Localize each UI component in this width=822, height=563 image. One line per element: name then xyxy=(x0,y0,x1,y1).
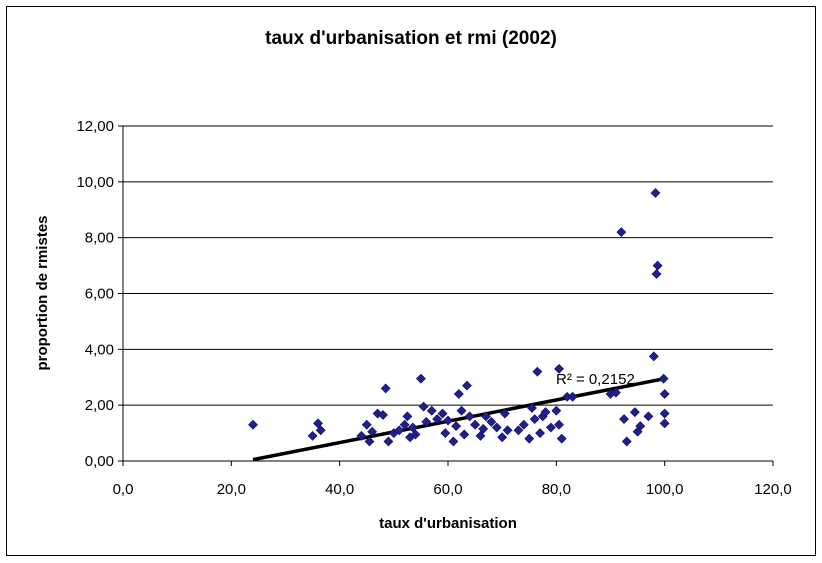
data-point xyxy=(659,408,670,419)
data-point xyxy=(554,419,564,430)
data-point xyxy=(535,428,546,439)
data-point xyxy=(307,430,318,441)
x-tick-label: 40,0 xyxy=(325,481,354,498)
x-tick-label: 20,0 xyxy=(217,481,246,498)
data-point xyxy=(616,227,627,238)
data-point xyxy=(643,411,654,422)
data-point xyxy=(383,436,394,447)
data-point xyxy=(650,188,661,198)
y-tick-label: 8,00 xyxy=(85,230,114,247)
data-point xyxy=(437,408,448,419)
trendline xyxy=(252,376,666,462)
data-point xyxy=(480,411,491,422)
trendline-group xyxy=(252,376,666,462)
data-point xyxy=(545,422,556,433)
data-point xyxy=(451,421,462,432)
data-point xyxy=(315,425,326,436)
y-tick-label: 10,00 xyxy=(76,174,114,191)
data-point xyxy=(556,433,567,444)
data-point xyxy=(421,416,432,427)
data-point xyxy=(659,389,670,399)
data-point xyxy=(532,366,543,377)
data-point xyxy=(658,373,669,384)
y-tick-label: 12,00 xyxy=(76,118,114,135)
data-point xyxy=(648,351,659,362)
data-points xyxy=(248,188,670,447)
data-point xyxy=(443,415,453,426)
data-point xyxy=(462,380,472,391)
data-point xyxy=(513,425,524,436)
data-point xyxy=(313,418,323,429)
data-point xyxy=(426,405,437,416)
data-point xyxy=(453,389,464,399)
y-tick-label: 4,00 xyxy=(85,341,114,358)
data-point xyxy=(651,269,662,279)
data-point xyxy=(491,422,502,433)
x-tick-label: 60,0 xyxy=(433,481,462,498)
data-point xyxy=(551,405,562,416)
data-point xyxy=(364,436,375,447)
data-point xyxy=(497,432,508,443)
data-point xyxy=(554,363,564,374)
data-point xyxy=(486,416,497,427)
data-point xyxy=(415,373,426,384)
data-point xyxy=(394,425,405,436)
data-point xyxy=(527,403,537,413)
data-point xyxy=(459,429,470,440)
x-tick-labels: 0,0 20,0 40,0 60,0 80,0 100,0 120,0 xyxy=(113,481,792,498)
data-point xyxy=(378,410,388,420)
data-point xyxy=(567,391,578,402)
y-tick-label: 0,00 xyxy=(85,453,114,470)
data-point xyxy=(361,419,372,430)
y-tick-label: 6,00 xyxy=(85,286,114,303)
data-point xyxy=(529,414,540,425)
gridlines xyxy=(123,125,773,406)
data-point xyxy=(499,408,510,419)
data-point xyxy=(399,419,410,430)
data-point xyxy=(410,429,421,440)
data-point xyxy=(518,419,529,430)
x-tick-label: 120,0 xyxy=(754,481,792,498)
chart-frame xyxy=(6,6,816,556)
data-point xyxy=(502,425,513,436)
data-point xyxy=(418,401,429,412)
chart-title: taux d'urbanisation et rmi (2002) xyxy=(265,28,557,49)
data-point xyxy=(367,426,378,437)
data-point xyxy=(629,407,640,418)
y-axis-title: proportion de rmistes xyxy=(34,215,51,370)
data-point xyxy=(248,419,258,430)
data-point xyxy=(380,383,391,394)
data-point xyxy=(524,433,535,444)
data-point xyxy=(456,405,467,416)
data-point xyxy=(619,414,629,425)
x-tick-label: 80,0 xyxy=(542,481,571,498)
data-point xyxy=(659,418,670,429)
data-point xyxy=(621,436,632,447)
data-point xyxy=(475,430,486,441)
data-point xyxy=(407,422,418,433)
x-tick-label: 100,0 xyxy=(646,481,684,498)
data-point xyxy=(448,436,459,447)
x-axis-title: taux d'urbanisation xyxy=(379,515,517,532)
data-point xyxy=(610,387,621,398)
data-point xyxy=(432,414,443,425)
data-point xyxy=(356,430,367,441)
y-tick-labels: 0,00 2,00 4,00 6,00 8,00 10,00 12,00 xyxy=(76,118,114,470)
data-point xyxy=(478,423,489,434)
r-squared-label: R² = 0,2152 xyxy=(556,371,635,388)
axes xyxy=(118,125,774,466)
data-point xyxy=(635,421,646,432)
data-point xyxy=(402,411,413,422)
y-tick-label: 2,00 xyxy=(85,397,114,414)
data-point xyxy=(652,260,663,271)
x-tick-label: 0,0 xyxy=(113,481,134,498)
data-point xyxy=(440,428,451,439)
data-point xyxy=(470,419,481,430)
data-point xyxy=(464,411,475,422)
data-point xyxy=(540,407,551,418)
